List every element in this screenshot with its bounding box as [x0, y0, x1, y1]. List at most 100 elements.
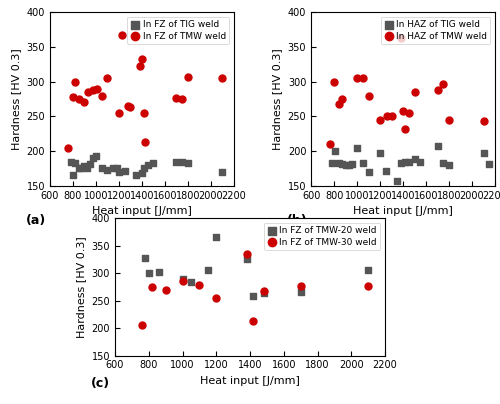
- In FZ of TMW weld: [140, 109, 148, 116]
- In FZ of TMW weld: [115, 109, 123, 116]
- In FZ of TIG weld: [140, 165, 148, 172]
- In HAZ of TIG weld: [332, 148, 340, 154]
- In HAZ of TIG weld: [364, 169, 372, 175]
- In HAZ of TMW weld: [330, 78, 338, 85]
- X-axis label: Heat input [J/mm]: Heat input [J/mm]: [353, 206, 453, 216]
- In FZ of TIG weld: [178, 158, 186, 165]
- In HAZ of TIG weld: [382, 167, 390, 174]
- In FZ of TIG weld: [172, 158, 180, 165]
- In FZ of TMW weld: [124, 103, 132, 109]
- In FZ of TMW-20 weld: [187, 279, 195, 285]
- In FZ of TMW weld: [72, 78, 80, 85]
- In FZ of TIG weld: [72, 160, 80, 166]
- In FZ of TMW weld: [69, 94, 77, 100]
- In FZ of TMW-30 weld: [178, 278, 186, 284]
- In FZ of TIG weld: [138, 170, 146, 177]
- In FZ of TIG weld: [112, 165, 120, 172]
- In HAZ of TIG weld: [345, 162, 353, 168]
- In HAZ of TMW weld: [364, 92, 372, 99]
- In HAZ of TMW weld: [353, 75, 361, 81]
- In FZ of TMW-20 weld: [204, 267, 212, 274]
- In HAZ of TMW weld: [397, 35, 405, 41]
- In HAZ of TMW weld: [338, 96, 346, 102]
- In HAZ of TIG weld: [359, 160, 367, 166]
- X-axis label: Heat input [J/mm]: Heat input [J/mm]: [200, 376, 300, 386]
- In FZ of TMW-20 weld: [212, 234, 220, 241]
- In FZ of TMW-20 weld: [250, 293, 258, 299]
- In FZ of TIG weld: [184, 160, 192, 166]
- In FZ of TMW-30 weld: [162, 286, 170, 293]
- In FZ of TIG weld: [150, 160, 158, 166]
- In FZ of TIG weld: [132, 172, 140, 179]
- In FZ of TMW weld: [178, 96, 186, 102]
- In FZ of TMW-30 weld: [138, 322, 146, 328]
- In FZ of TIG weld: [104, 166, 112, 173]
- In FZ of TIG weld: [92, 153, 100, 159]
- In HAZ of TMW weld: [434, 87, 442, 93]
- Text: (a): (a): [26, 214, 46, 227]
- In HAZ of TIG weld: [376, 150, 384, 156]
- In FZ of TMW weld: [136, 62, 143, 69]
- In FZ of TMW-20 weld: [145, 269, 153, 276]
- In FZ of TMW weld: [172, 95, 180, 101]
- In FZ of TIG weld: [144, 162, 152, 168]
- In HAZ of TMW weld: [376, 117, 384, 123]
- In FZ of TMW-30 weld: [260, 288, 268, 295]
- In FZ of TMW weld: [142, 139, 150, 145]
- In HAZ of TMW weld: [383, 113, 391, 120]
- In FZ of TMW weld: [84, 89, 92, 95]
- In FZ of TIG weld: [66, 158, 74, 165]
- In HAZ of TIG weld: [342, 162, 349, 168]
- In HAZ of TIG weld: [328, 160, 336, 166]
- In HAZ of TMW weld: [440, 80, 448, 87]
- In FZ of TIG weld: [86, 160, 94, 167]
- Text: (c): (c): [90, 377, 110, 391]
- In HAZ of TIG weld: [348, 160, 356, 167]
- In HAZ of TIG weld: [445, 162, 453, 168]
- In FZ of TMW weld: [104, 75, 112, 81]
- In HAZ of TIG weld: [486, 160, 494, 167]
- In HAZ of TMW weld: [480, 118, 488, 124]
- In FZ of TMW-20 weld: [260, 290, 268, 297]
- In FZ of TMW-30 weld: [212, 295, 220, 302]
- In HAZ of TMW weld: [388, 113, 396, 120]
- In FZ of TIG weld: [74, 165, 82, 172]
- Legend: In FZ of TMW-20 weld, In FZ of TMW-30 weld: In FZ of TMW-20 weld, In FZ of TMW-30 we…: [264, 223, 380, 250]
- In HAZ of TIG weld: [405, 158, 413, 165]
- In FZ of TMW-20 weld: [296, 289, 304, 296]
- In HAZ of TIG weld: [434, 143, 442, 149]
- In FZ of TMW-20 weld: [178, 276, 186, 282]
- Y-axis label: Hardness [HV 0.3]: Hardness [HV 0.3]: [272, 48, 282, 150]
- In FZ of TMW-30 weld: [296, 282, 304, 289]
- In FZ of TMW-30 weld: [250, 318, 258, 325]
- In FZ of TIG weld: [120, 167, 128, 174]
- Legend: In HAZ of TIG weld, In HAZ of TMW weld: In HAZ of TIG weld, In HAZ of TMW weld: [380, 17, 490, 44]
- In HAZ of TIG weld: [394, 178, 402, 184]
- In FZ of TMW weld: [184, 74, 192, 80]
- Y-axis label: Hardness [HV 0.3]: Hardness [HV 0.3]: [76, 236, 86, 338]
- In FZ of TMW weld: [98, 92, 106, 99]
- In FZ of TIG weld: [83, 165, 91, 172]
- Legend: In FZ of TIG weld, In FZ of TMW weld: In FZ of TIG weld, In FZ of TMW weld: [127, 17, 230, 44]
- In HAZ of TMW weld: [326, 141, 334, 147]
- In FZ of TMW weld: [138, 55, 146, 62]
- In HAZ of TIG weld: [402, 158, 409, 165]
- In FZ of TIG weld: [218, 169, 226, 175]
- In FZ of TMW weld: [118, 32, 126, 38]
- In FZ of TMW-30 weld: [148, 284, 156, 290]
- In FZ of TMW weld: [88, 87, 96, 93]
- In HAZ of TMW weld: [445, 117, 453, 123]
- In FZ of TMW-20 weld: [242, 256, 250, 263]
- In HAZ of TIG weld: [334, 160, 342, 166]
- X-axis label: Heat input [J/mm]: Heat input [J/mm]: [92, 206, 192, 216]
- In FZ of TMW weld: [80, 99, 88, 106]
- In FZ of TMW-20 weld: [364, 267, 372, 273]
- In HAZ of TIG weld: [353, 144, 361, 151]
- In HAZ of TIG weld: [338, 160, 346, 167]
- Y-axis label: Hardness [HV 0.3]: Hardness [HV 0.3]: [11, 48, 21, 150]
- In HAZ of TMW weld: [402, 126, 409, 132]
- In HAZ of TMW weld: [399, 108, 407, 115]
- In FZ of TMW weld: [74, 96, 82, 102]
- In FZ of TMW weld: [218, 75, 226, 81]
- In FZ of TIG weld: [77, 165, 85, 172]
